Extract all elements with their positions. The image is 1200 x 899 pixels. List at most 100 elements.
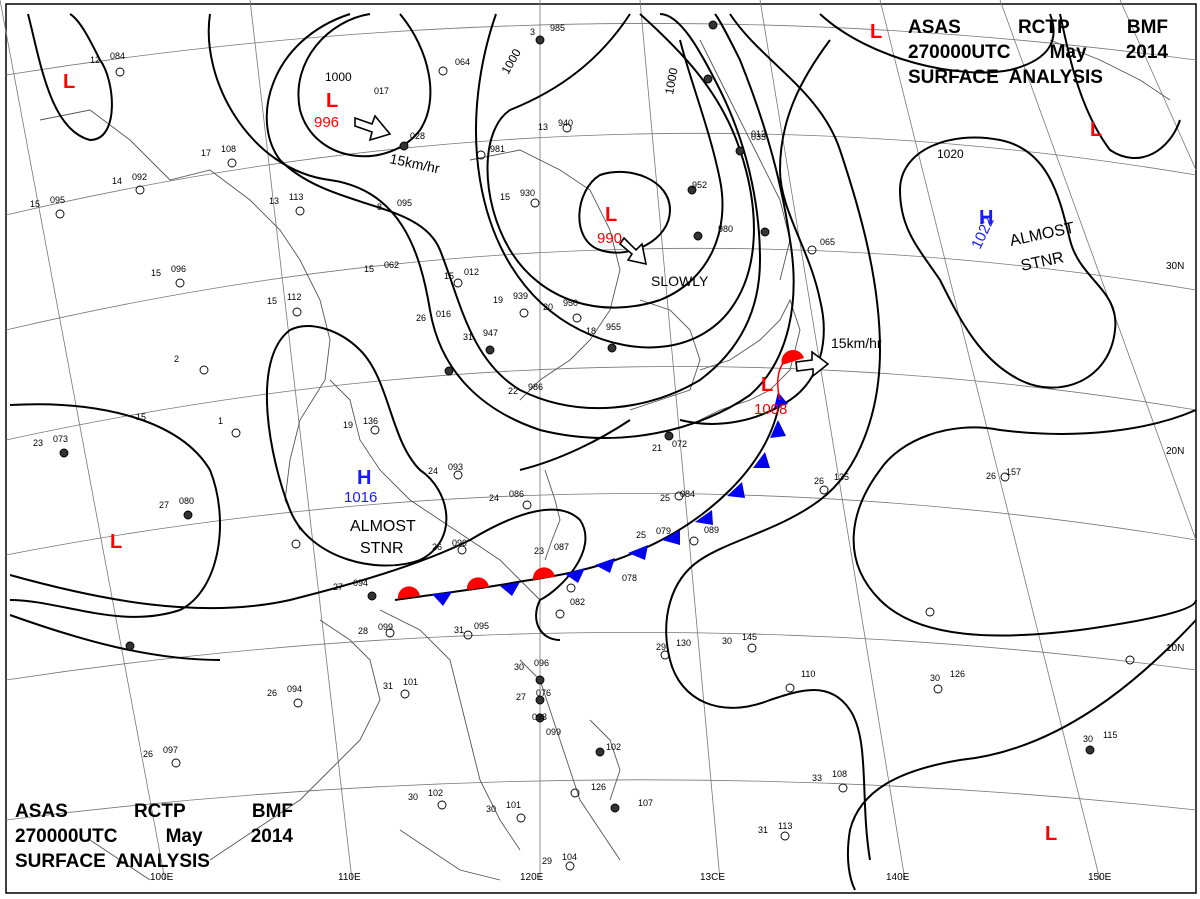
warm-mark-4: [781, 349, 804, 365]
station-circle: [453, 278, 463, 288]
longitude-label: 120E: [520, 872, 544, 883]
low-symbol-southeast: L: [1045, 823, 1057, 845]
station-circle: [664, 431, 674, 441]
station-pressure: 107: [638, 798, 653, 808]
isobar-low-990: [578, 170, 672, 254]
station-circle: [607, 343, 617, 353]
front-warm-segment: [777, 354, 791, 401]
station-pressure: 130: [676, 638, 691, 648]
station-pressure: 076: [536, 688, 551, 698]
title-line-2: 270000UTC May 2014: [15, 824, 293, 849]
station-pressure: 095: [397, 198, 412, 208]
meridian-110e: [249, 0, 353, 881]
station-pressure: 089: [704, 525, 719, 535]
low-symbol-nw: L: [63, 71, 75, 93]
warm-mark-2: [466, 577, 489, 590]
station-circle: [115, 67, 125, 77]
station-temperature: 27: [333, 582, 343, 592]
station-circle: [231, 428, 241, 438]
station-pressure: 981: [490, 144, 505, 154]
station-circle: [1125, 655, 1135, 665]
station-circle: [485, 345, 495, 355]
station-pressure: 072: [672, 439, 687, 449]
station-pressure: 955: [606, 322, 621, 332]
coast-china-east: [469, 149, 621, 401]
isobar-northeast: [1059, 13, 1181, 160]
station-pressure: 145: [742, 632, 757, 642]
station-pressure: 065: [820, 237, 835, 247]
coast-philippines: [519, 659, 621, 861]
station-temperature: 13: [269, 196, 279, 206]
station-circle: [838, 783, 848, 793]
station-temperature: 12: [90, 55, 100, 65]
station-temperature: 25: [636, 530, 646, 540]
station-circle: [399, 141, 409, 151]
station-circle: [1085, 745, 1095, 755]
isobar-low-nw: [27, 13, 113, 142]
meridian-140e: [759, 0, 906, 881]
station-temperature: 23: [534, 546, 544, 556]
longitude-label: 110E: [338, 872, 361, 883]
title-line-3: SURFACE ANALYSIS: [908, 65, 1168, 90]
station-circle: [693, 231, 703, 241]
coast-japan: [699, 298, 801, 421]
coast-china-south: [329, 379, 541, 601]
longitude-label: 150E: [1088, 872, 1112, 883]
station-circle: [566, 583, 576, 593]
arrow-low-996: [354, 114, 392, 142]
station-circle: [295, 206, 305, 216]
station-pressure: 115: [1103, 730, 1117, 740]
station-pressure: 099: [452, 538, 467, 548]
station-temperature: 3: [530, 27, 535, 37]
station-pressure: 087: [554, 542, 569, 552]
meridian-150e: [879, 0, 1101, 881]
station-temperature: 26: [814, 476, 824, 486]
station-pressure: 096: [534, 658, 549, 668]
station-circle: [535, 675, 545, 685]
station-circle: [535, 35, 545, 45]
station-circle: [135, 185, 145, 195]
motion-label: SLOWLY: [651, 273, 709, 289]
station-temperature: 15: [30, 199, 40, 209]
isobar-label: 1000: [662, 66, 680, 95]
meridian-170e: [1119, 0, 1197, 171]
chart-title-top: ASAS RCTP BMF 270000UTC May 2014 SURFACE…: [908, 15, 1168, 90]
coast-indochina-east: [379, 609, 521, 851]
station-pressure: 101: [506, 800, 521, 810]
meridian-160e: [999, 0, 1197, 541]
station-circle: [555, 609, 565, 619]
isobar-label: 1020: [937, 147, 964, 161]
coast-korea: [629, 299, 701, 411]
coast-philippines-east: [589, 719, 621, 801]
motion-arrows: [354, 114, 830, 378]
station-circle: [367, 591, 377, 601]
isobars: [9, 13, 1197, 891]
station-temperature: 19: [493, 295, 503, 305]
low-pressure-value: 1008: [754, 401, 787, 418]
station-temperature: 24: [489, 493, 499, 503]
isobar-east-china: [519, 419, 631, 471]
title-line-3: SURFACE ANALYSIS: [15, 849, 293, 874]
station-pressure: 095: [474, 621, 489, 631]
station-circle: [570, 788, 580, 798]
station-circle: [457, 545, 467, 555]
station-pressure: 099: [378, 622, 393, 632]
station-circle: [703, 74, 713, 84]
arrow-low-990: [618, 236, 648, 266]
low-center-1008: L 1008: [754, 374, 787, 418]
station-pressure: 093: [448, 462, 463, 472]
station-circle: [562, 123, 572, 133]
warm-mark-1: [397, 586, 420, 599]
arrow-low-1008: [795, 350, 830, 378]
title-product: SURFACE ANALYSIS: [908, 67, 1103, 88]
station-temperature: 30: [514, 662, 524, 672]
latitude-line-5n: [5, 779, 1197, 821]
isobar-southeast: [852, 409, 1197, 637]
station-pressure: 012: [464, 267, 479, 277]
station-pressure: 136: [363, 416, 378, 426]
chart-title-bottom: ASAS RCTP BMF 270000UTC May 2014 SURFACE…: [15, 799, 293, 874]
isobar-inner-ring: [486, 13, 724, 309]
station-circle: [171, 758, 181, 768]
station-circle: [807, 245, 817, 255]
